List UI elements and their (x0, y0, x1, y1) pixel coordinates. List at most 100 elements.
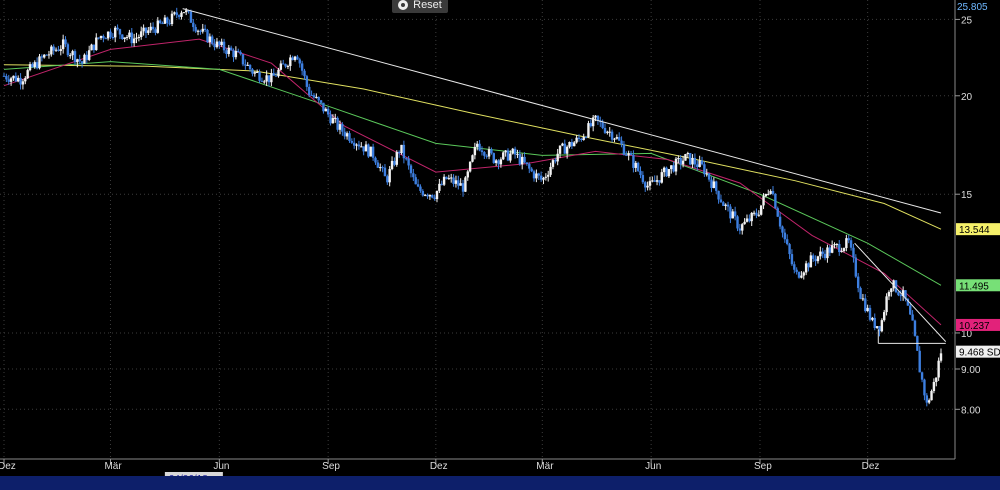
candle-body (12, 75, 15, 79)
candle-body (570, 141, 574, 147)
candle-body (140, 31, 143, 37)
candle-body (362, 146, 365, 152)
candle-body (123, 37, 126, 39)
candle-body (904, 290, 907, 299)
candle-body (66, 44, 70, 56)
candle-body (563, 143, 566, 154)
candle-body (776, 208, 779, 217)
candle-body (175, 12, 178, 16)
y-tick-label: 10 (961, 329, 973, 340)
candle-body (506, 150, 510, 161)
candle-body (795, 269, 798, 272)
candle-body (468, 161, 472, 172)
candle-body (781, 226, 784, 233)
candle-body (317, 96, 320, 101)
candle-body (83, 54, 86, 64)
y-tick-label: 20 (961, 92, 973, 103)
candle-body (144, 27, 148, 33)
candle-body (494, 160, 498, 163)
candle-body (161, 23, 164, 25)
candle-body (778, 216, 782, 227)
candle-body (213, 43, 216, 48)
candle-body (258, 71, 261, 81)
candle-body (681, 160, 685, 165)
candle-body (421, 190, 425, 196)
candle-body (128, 32, 131, 37)
candle-body (923, 379, 926, 396)
candle-body (532, 171, 536, 179)
candle-body (542, 177, 545, 180)
candle-body (762, 196, 765, 206)
reset-button[interactable]: Reset (392, 0, 448, 13)
candle-body (644, 182, 647, 188)
candle-body (310, 94, 313, 96)
candle-body (591, 117, 595, 127)
candle-body (360, 146, 363, 148)
candle-body (137, 36, 141, 38)
candle-body (9, 78, 13, 82)
candle-body (880, 320, 884, 332)
candle-body (565, 146, 569, 154)
candle-body (184, 10, 188, 13)
candle-body (743, 221, 746, 225)
candle-body (194, 27, 197, 32)
candle-body (326, 108, 330, 115)
candle-body (147, 30, 150, 33)
candle-body (625, 154, 628, 156)
candle-body (670, 165, 673, 170)
candle-body (251, 69, 254, 74)
candle-body (237, 50, 240, 53)
candle-body (73, 51, 77, 63)
candle-body (90, 44, 93, 51)
candle-body (492, 153, 495, 163)
candle-body (402, 144, 406, 159)
candle-body (435, 190, 439, 200)
candle-body (575, 137, 578, 143)
candle-body (277, 69, 280, 77)
candle-body (712, 181, 716, 188)
candle-body (284, 64, 287, 67)
moving-average-line (3, 38, 942, 326)
candle-body (577, 137, 581, 139)
candle-body (426, 194, 429, 197)
candle-body (357, 144, 361, 147)
candle-body (24, 78, 27, 82)
candle-body (774, 193, 777, 209)
candle-body (793, 264, 796, 270)
candle-body (383, 167, 387, 177)
candle-body (322, 102, 325, 112)
candle-body (615, 137, 619, 139)
candle-body (61, 39, 65, 50)
candle-body (696, 164, 699, 168)
candle-body (655, 180, 659, 182)
candle-body (833, 244, 836, 246)
candle-body (390, 160, 394, 170)
candle-body (672, 165, 675, 172)
candle-body (132, 38, 136, 44)
candlesticks (2, 7, 943, 407)
candle-body (376, 162, 380, 168)
candle-body (582, 136, 585, 140)
candle-body (528, 164, 531, 169)
candle-body (381, 167, 384, 169)
candle-body (651, 180, 654, 182)
candle-body (913, 320, 917, 336)
candle-body (78, 59, 81, 62)
candle-body (755, 212, 758, 216)
candle-body (835, 244, 839, 246)
candle-body (807, 263, 810, 268)
candle-body (341, 124, 344, 132)
candle-body (386, 176, 389, 183)
candle-body (688, 153, 692, 165)
candle-body (69, 55, 72, 57)
candle-body (38, 56, 41, 69)
candle-body (594, 115, 597, 118)
candle-body (920, 372, 924, 380)
candle-body (104, 38, 107, 40)
candle-body (52, 46, 55, 51)
candle-body (180, 12, 183, 17)
candle-body (852, 247, 855, 258)
candle-body (438, 183, 441, 191)
candle-body (222, 41, 226, 51)
candle-body (783, 232, 787, 240)
